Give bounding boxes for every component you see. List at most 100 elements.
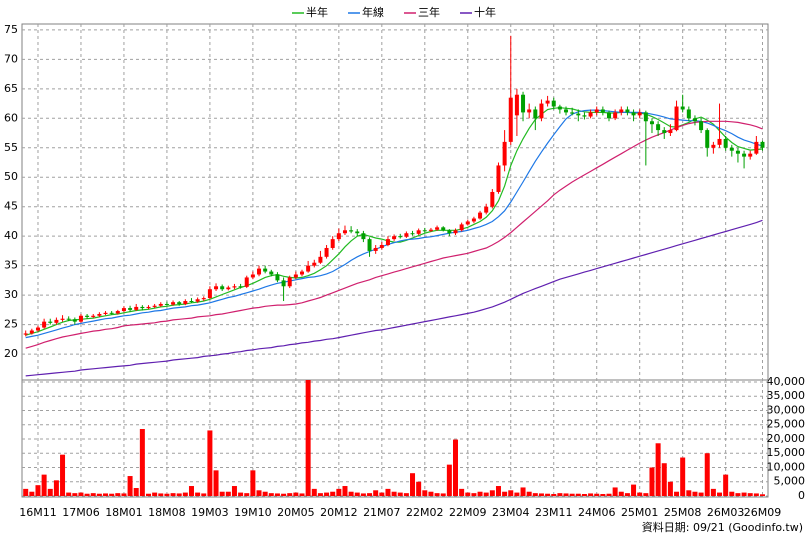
volume-bar [268, 493, 274, 496]
candle-body [600, 109, 605, 113]
x-tick-label: 18M08 [148, 506, 186, 519]
volume-bar [760, 494, 765, 496]
candle-body [306, 265, 311, 272]
volume-bar [545, 493, 551, 496]
volume-bar [704, 453, 710, 496]
volume-bar [588, 493, 594, 496]
volume-bar [594, 493, 600, 496]
candle-body [232, 286, 237, 288]
volume-bar [219, 491, 225, 496]
volume-bar [35, 485, 41, 496]
volume-tick-label: 5,000 [774, 475, 806, 488]
volume-bar [195, 492, 201, 496]
legend-label: 三年 [418, 5, 440, 19]
candle-body [109, 312, 114, 314]
volume-bar [274, 493, 280, 496]
candle-body [729, 147, 734, 151]
volume-bar [600, 494, 606, 496]
candle-body [134, 306, 139, 310]
candle-body [699, 121, 704, 131]
candle-body [404, 233, 409, 237]
candle-body [545, 100, 550, 104]
volume-bar [612, 487, 618, 496]
candle-body [570, 112, 575, 114]
candle-body [668, 130, 673, 134]
candle-body [705, 130, 710, 148]
y-tick-label: 25 [4, 318, 18, 331]
volume-bar [213, 470, 219, 496]
candle-body [539, 103, 544, 119]
volume-bar [477, 491, 483, 496]
candle-body [527, 109, 532, 113]
candle-body [244, 277, 249, 287]
candle-body [428, 229, 433, 231]
volume-bar [96, 493, 102, 496]
candle-body [140, 306, 145, 309]
x-tick-label: 24M06 [578, 506, 616, 519]
volume-bar [514, 492, 520, 496]
volume-bar [563, 493, 569, 496]
x-tick-label: 22M02 [406, 506, 444, 519]
candle-body [557, 106, 562, 110]
x-tick-label: 22M09 [449, 506, 487, 519]
candle-body [281, 280, 286, 287]
volume-tick-label: 40,000 [767, 375, 806, 388]
candle-body [361, 233, 366, 240]
candle-body [607, 112, 611, 119]
candle-body [318, 256, 323, 263]
candle-body [582, 115, 587, 117]
x-tick-label: 23M04 [492, 506, 530, 519]
candle-body [207, 289, 212, 299]
volume-bar [379, 492, 385, 496]
candle-body [735, 150, 740, 154]
volume-tick-label: 25,000 [767, 418, 806, 431]
candle-body [29, 330, 34, 334]
volume-bar [471, 493, 477, 496]
candle-body [146, 306, 151, 309]
volume-bar [90, 493, 96, 496]
volume-bar [422, 490, 428, 496]
volume-bar [182, 492, 188, 496]
candle-body [533, 109, 538, 119]
volume-bar [446, 464, 452, 496]
volume-bar [465, 492, 471, 496]
candle-body [490, 191, 495, 207]
volume-bar [41, 474, 47, 496]
y-tick-label: 40 [4, 229, 18, 242]
candle-body [48, 321, 53, 323]
candle-body [686, 109, 691, 119]
volume-bar [710, 488, 716, 496]
volume-bar [188, 486, 194, 496]
candle-body [521, 94, 526, 113]
candle-body [662, 130, 667, 134]
volume-bar [170, 493, 176, 496]
volume-bar [158, 493, 164, 496]
candle-body [564, 109, 569, 113]
candle-body [631, 112, 636, 116]
volume-bar [348, 491, 354, 496]
volume-bar [434, 493, 440, 496]
candle-body [97, 313, 102, 316]
volume-bar [459, 488, 465, 496]
volume-bar [133, 488, 139, 496]
legend-label: 十年 [474, 5, 496, 19]
candle-body [336, 233, 341, 240]
candle-body [514, 94, 519, 116]
candle-body [349, 230, 354, 232]
candle-body [576, 113, 581, 116]
candle-body [742, 153, 747, 157]
candle-body [54, 319, 59, 323]
volume-bar [667, 481, 673, 496]
volume-bar [164, 493, 170, 496]
volume-tick-label: 15,000 [767, 446, 806, 459]
candle-body [643, 112, 648, 122]
y-tick-label: 35 [4, 259, 18, 272]
candle-body [649, 121, 654, 125]
candle-body [60, 318, 65, 320]
x-tick-label: 26M03 [707, 506, 745, 519]
volume-bar [262, 491, 268, 496]
volume-tick-label: 30,000 [767, 403, 806, 416]
volume-bar [698, 492, 704, 496]
volume-bar [66, 492, 72, 496]
